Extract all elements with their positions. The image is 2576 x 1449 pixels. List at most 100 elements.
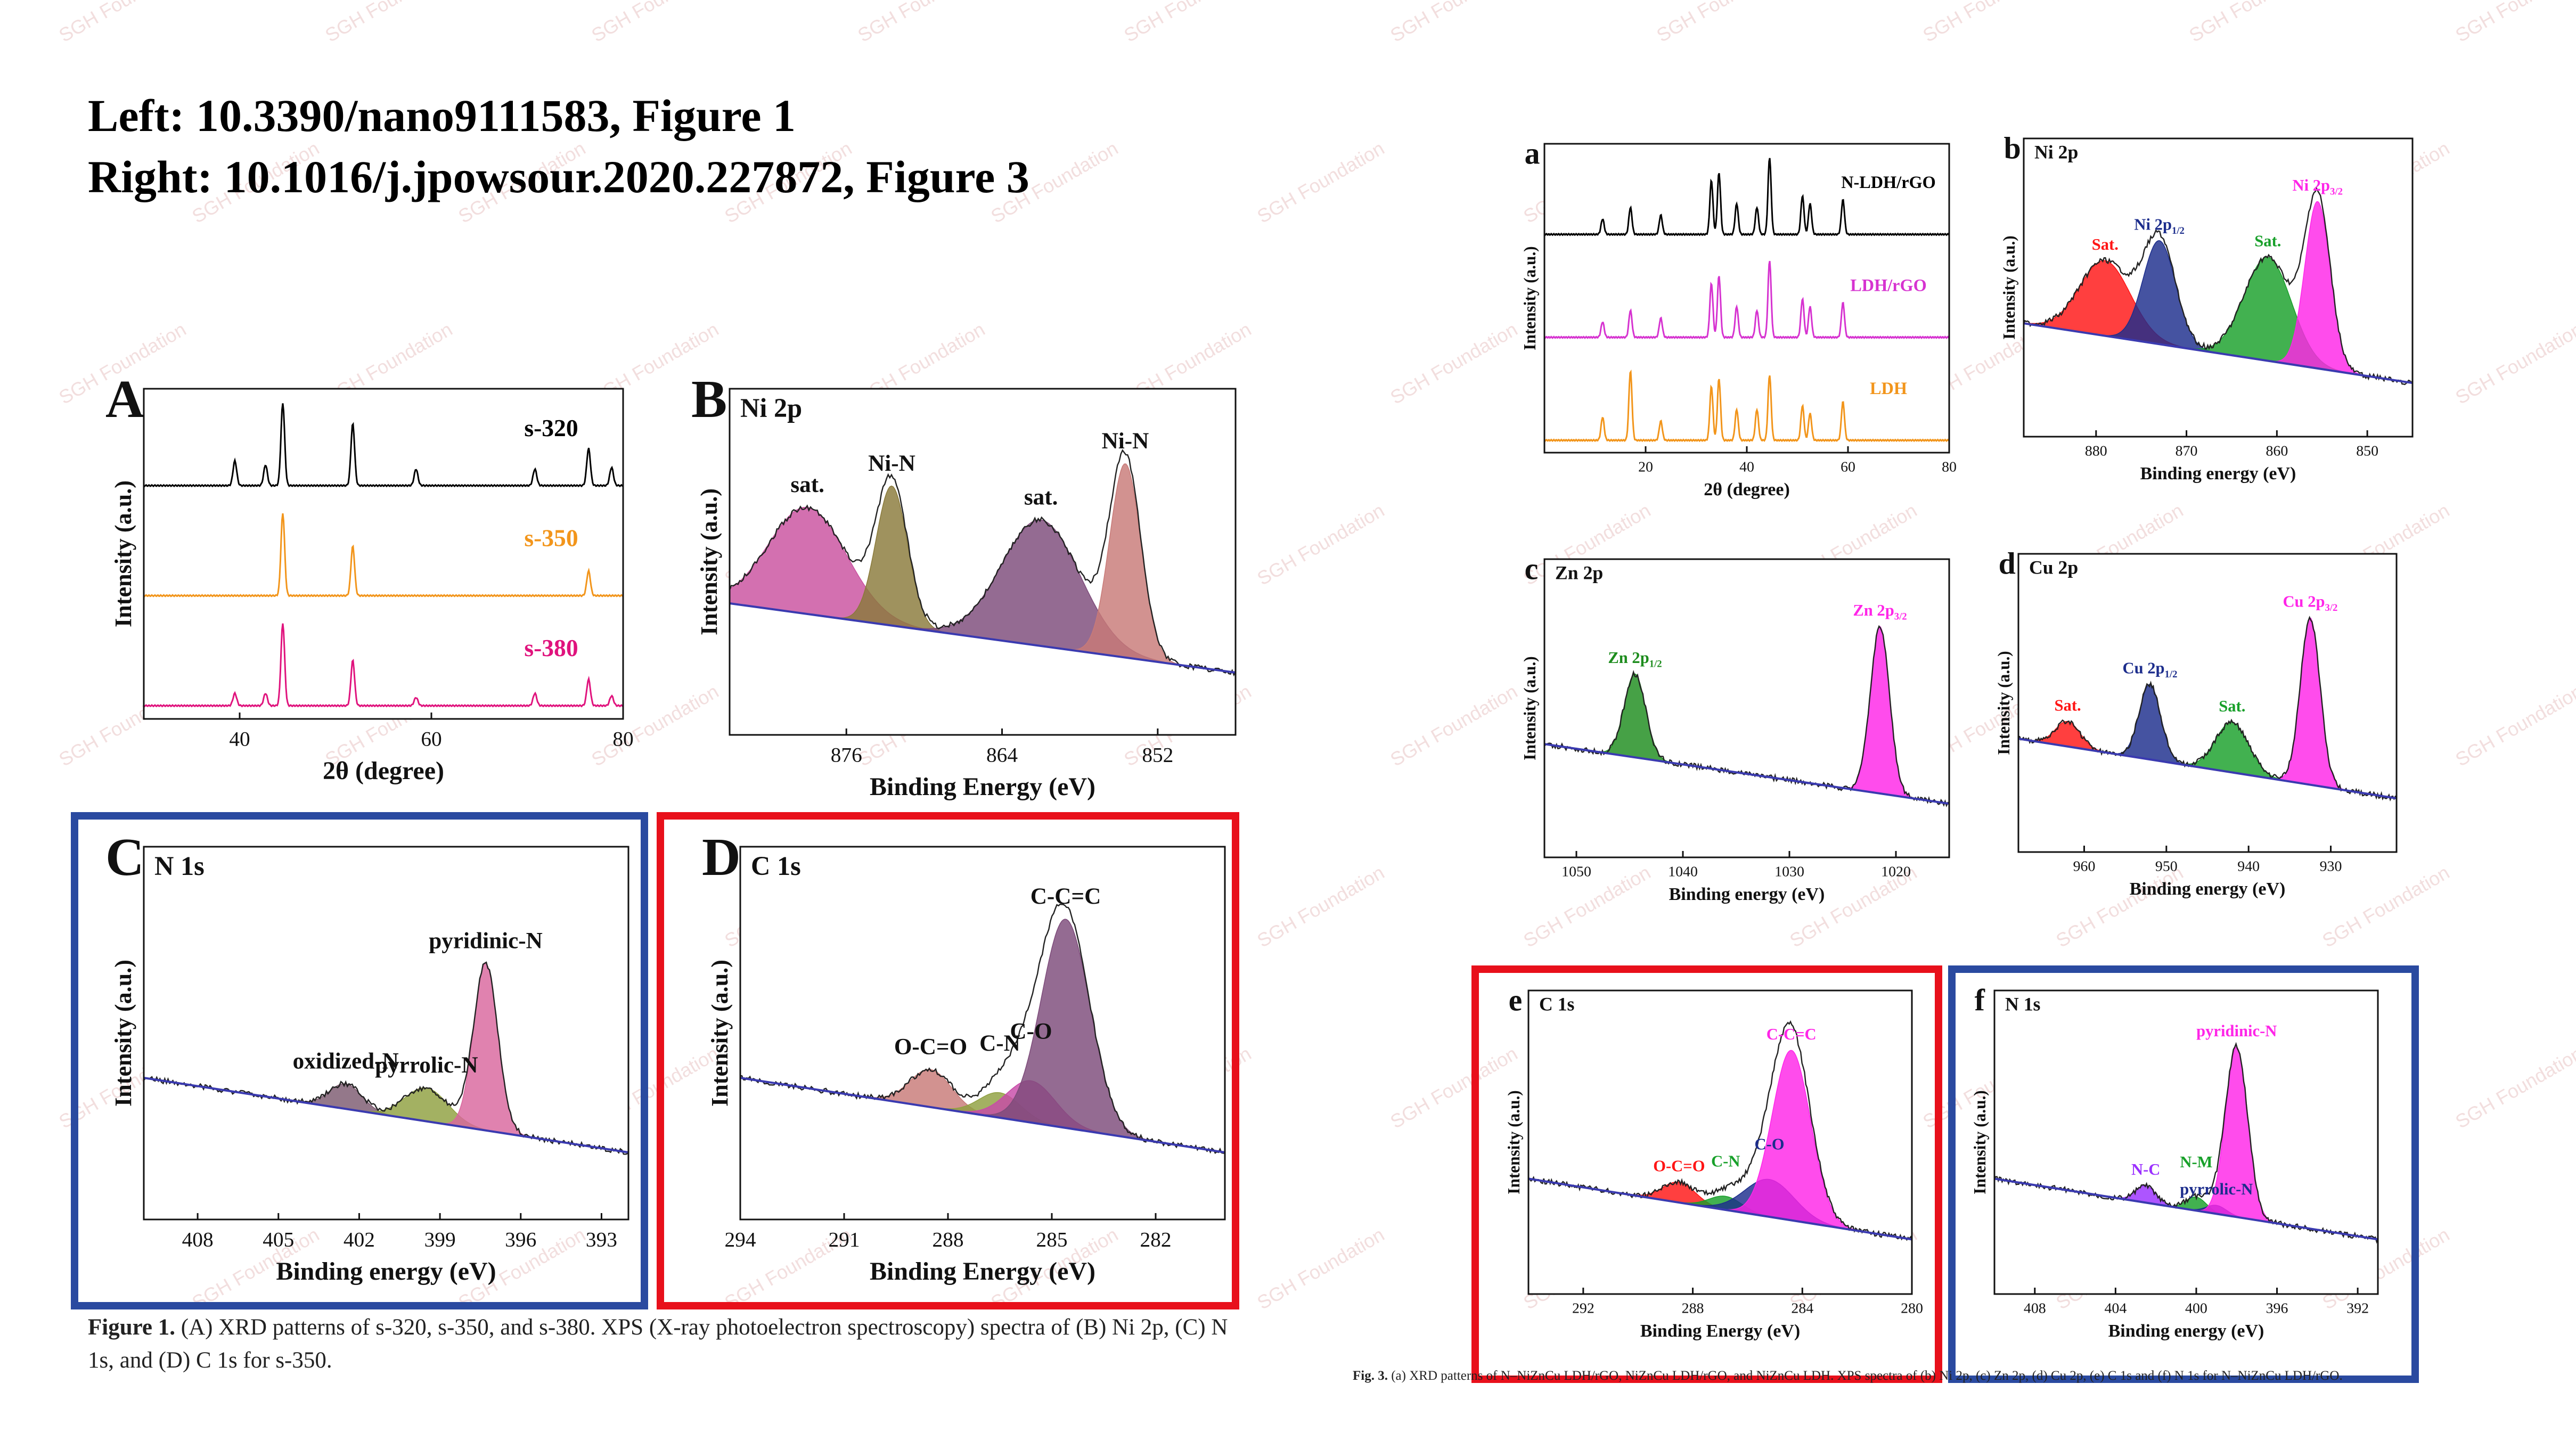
chart-panel-a: N-LDH/rGO LDH/rGO LDH 20 40 60 80 2θ (degree) In… [1520,136,1957,500]
chart-panel-B: sat. Ni-N sat. Ni-N 876 864 852 Binding Energy … [691,369,1237,801]
x-tick-label: 930 [2320,858,2342,875]
x-axis-label: Binding energy (eV) [1669,885,1825,904]
y-axis-label: Intensity (a.u.) [1994,651,2013,755]
peak-label: pyrrolic-N [375,1053,478,1078]
peak-label: Sat. [2092,235,2119,253]
peak-label: Zn 2p1/2 [1608,649,1662,669]
plot-frame [1993,989,2379,1295]
right-figure-caption: Fig. 3. (a) XRD patterns of N–NiZnCu LDH… [1353,1366,2551,1386]
background-line [1544,743,1950,805]
plot-frame-overlay [143,388,624,720]
peak-label: pyridinic-N [429,928,543,953]
x-tick-label: 40 [1739,459,1754,476]
plot-frame [143,846,629,1221]
series-line-s-320 [143,403,624,488]
y-axis-label: Intensity (a.u.) [110,480,136,627]
peak-label: Cu 2p3/2 [2283,593,2337,613]
x-tick-label: 288 [932,1227,963,1251]
y-axis-label: Intensity (a.u.) [2000,235,2018,339]
peak-label: Ni-N [1102,429,1149,454]
x-tick-label: 880 [2085,443,2107,460]
panel-title: Ni 2p [740,393,802,423]
series-label: LDH [1870,379,1907,398]
raw-spectrum-line [740,903,1225,1155]
plot-frame-overlay [1527,989,1913,1295]
x-tick-label: 393 [586,1227,617,1251]
x-tick-label: 402 [344,1227,375,1251]
x-tick-label: 408 [182,1227,214,1251]
chart-panel-D: O-C=O C-NC-O C-C=C 294 291 288 285 282 Binding E… [702,827,1226,1286]
x-tick-label: 1040 [1668,864,1698,880]
panel-label: B [691,369,727,429]
plot-frame-overlay [1543,558,1950,858]
y-axis-label: Intensity (a.u.) [1520,656,1539,760]
panel-title: C 1s [751,851,801,881]
series-label: s-380 [524,634,578,661]
y-axis-label: Intensity (a.u.) [110,960,136,1107]
panel-label: d [1999,546,2016,580]
peak-label: Ni-N [868,451,915,476]
plot-frame [739,846,1226,1221]
x-axis-label: Binding Energy (eV) [870,773,1095,801]
peak-label-subscript: 3/2 [1894,611,1907,623]
x-tick-label: 850 [2356,443,2378,460]
peak-label: N-C [2131,1160,2160,1178]
x-axis-label: Binding Energy (eV) [870,1257,1095,1286]
left-c1s-highlight-box [657,812,1239,1309]
chart-panel-e: O-C=O C-N C-O C-C=C 292 288 284 280 Binding Ener… [1504,983,1923,1340]
peak-label-subscript: 3/2 [2330,186,2343,197]
x-tick-label: 396 [505,1227,536,1251]
x-tick-label: 399 [424,1227,456,1251]
right-doi-line: Right: 10.1016/j.jpowsour.2020.227872, F… [88,151,1029,202]
y-axis-label: Intensity (a.u.) [696,488,722,635]
header: Left: 10.3390/nano9111583, Figure 1 Righ… [88,85,1029,208]
peak-label: Sat. [2055,696,2081,714]
x-tick-label: 80 [612,727,633,750]
panel-label: e [1509,983,1523,1017]
raw-spectrum-line [2018,616,2398,802]
panel-label: c [1525,551,1539,586]
x-tick-label: 864 [986,743,1018,766]
y-axis-label: Intensity (a.u.) [1504,1090,1523,1194]
peak-label: O-C=O [1653,1157,1705,1175]
x-tick-label: 288 [1682,1300,1704,1317]
x-tick-label: 404 [2104,1300,2127,1317]
plot-frame-overlay [2023,137,2414,438]
plot-frame [143,388,624,720]
series-label: N-LDH/rGO [1841,173,1936,192]
series-label: s-350 [524,525,578,552]
x-tick-label: 292 [1572,1300,1594,1317]
panel-label: A [105,369,144,429]
panel-label: b [2004,130,2021,165]
peak-label: C-C=C [1767,1025,1817,1043]
background-line [2018,738,2397,800]
peak-label: O-C=O [894,1035,967,1060]
peak-label-subscript: 1/2 [2165,669,2178,680]
x-tick-label: 284 [1791,1300,1813,1317]
x-tick-label: 280 [1901,1300,1923,1317]
x-axis-label: Binding energy (eV) [276,1257,496,1286]
peak-label-subscript: 1/2 [1649,659,1662,670]
y-axis-label: Intensity (a.u.) [1970,1090,1989,1194]
peak-label: C-O [1755,1135,1785,1153]
chart-panel-A: s-320 s-350 s-380 40 60 80 2θ (degree) Intensit… [105,369,634,785]
peak-label: oxidized-N [293,1049,399,1074]
x-tick-label: 396 [2266,1300,2288,1317]
peak-label: sat. [790,472,824,497]
panel-label: a [1525,136,1540,170]
x-tick-label: 60 [1841,459,1855,476]
background-line [1994,1177,2378,1241]
right-caption-label: Fig. 3. [1353,1369,1388,1383]
x-tick-label: 400 [2185,1300,2207,1317]
peak-label: pyrrolic-N [2180,1180,2253,1198]
x-tick-label: 40 [229,727,250,750]
x-axis-label: 2θ (degree) [1704,480,1790,500]
chart-panel-f: N-C N-M pyrrolic-N pyridinic-N 408 404 400 396 3… [1970,983,2379,1341]
left-caption-text: (A) XRD patterns of s-320, s-350, and s-… [88,1315,1228,1373]
background-line [2023,322,2413,384]
x-tick-label: 291 [828,1227,860,1251]
